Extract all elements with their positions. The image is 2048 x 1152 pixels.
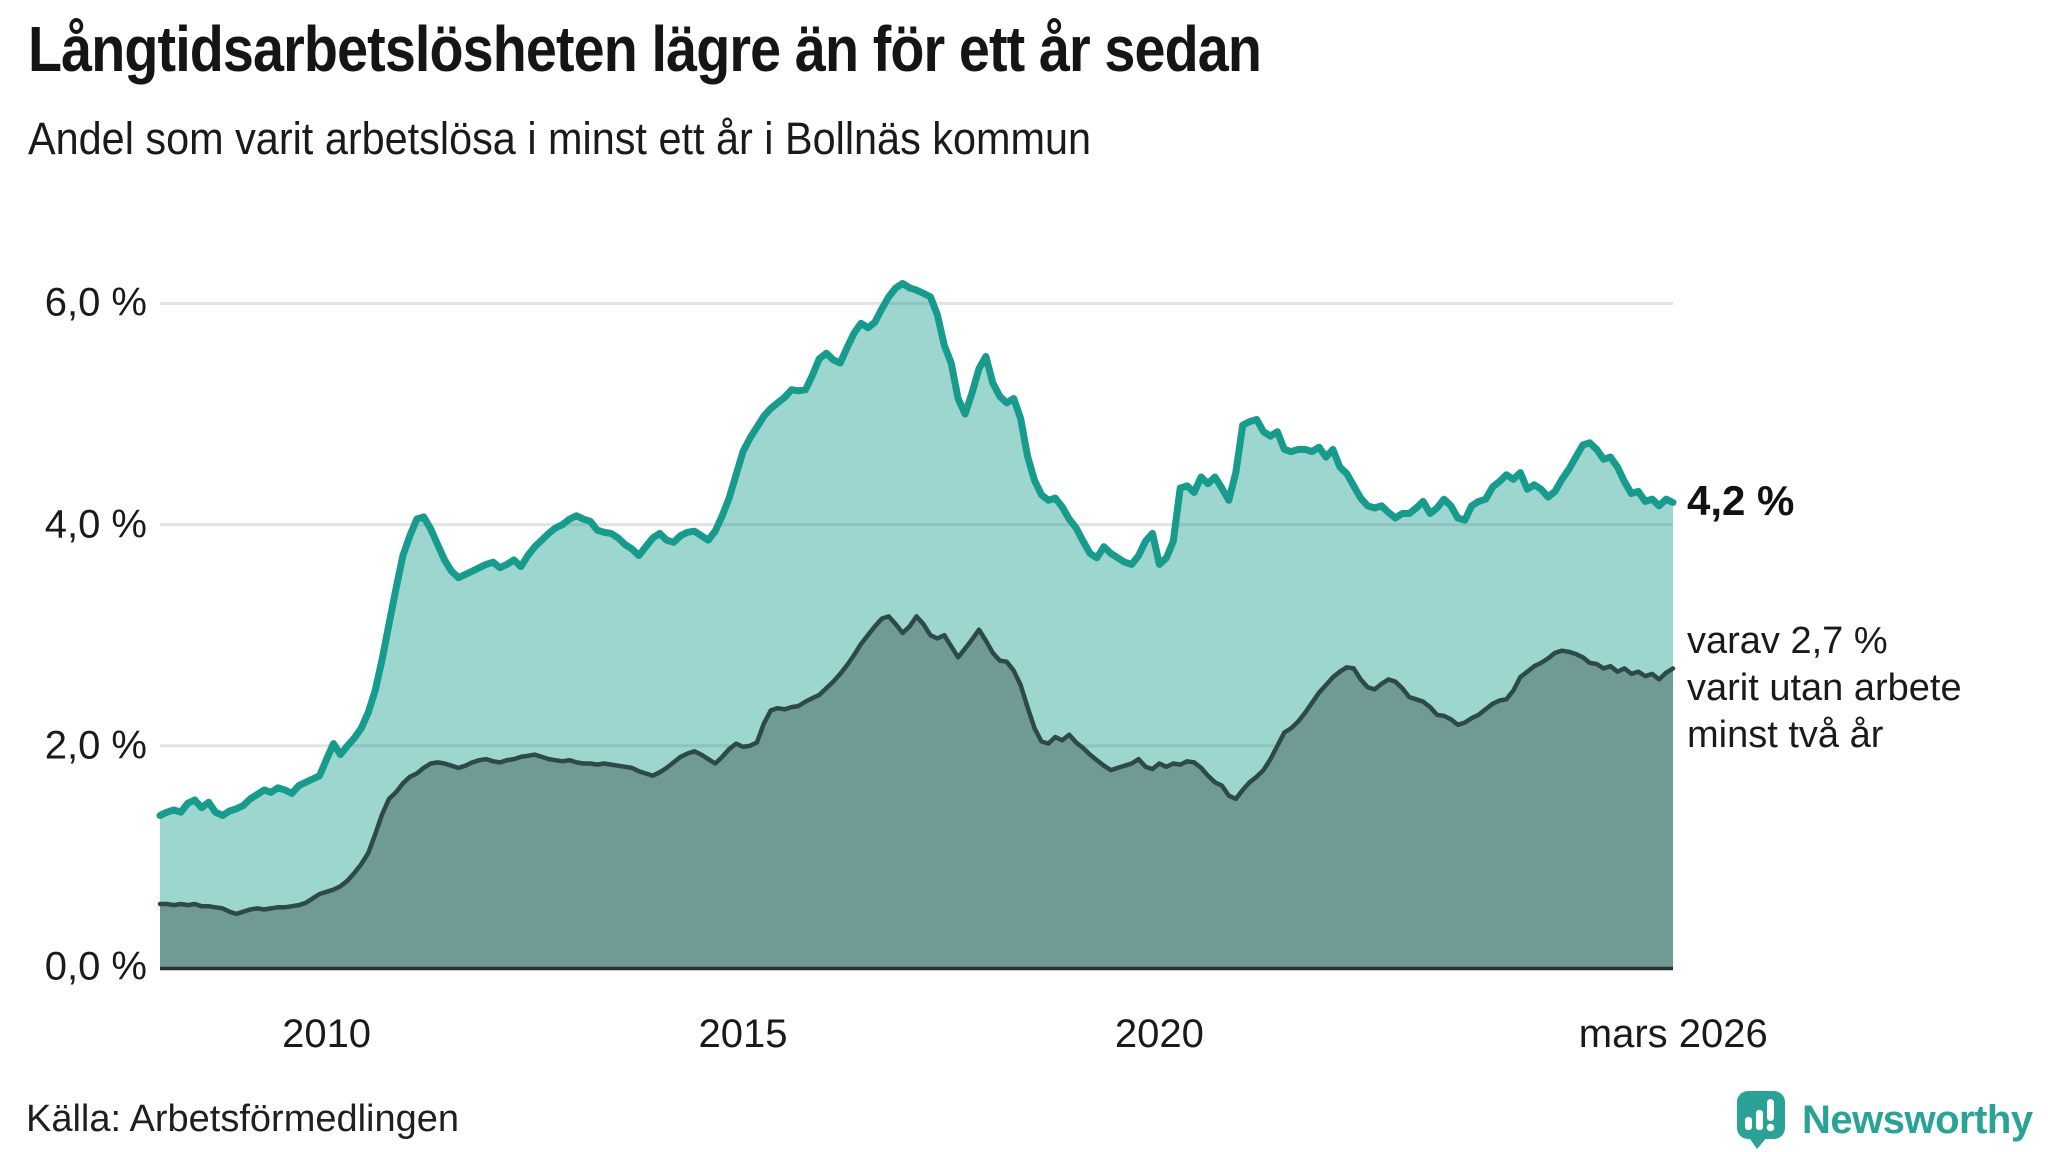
two-year-annotation-line2: varit utan arbete	[1687, 667, 1962, 710]
x-tick-2015: 2015	[698, 1012, 788, 1056]
source-note: Källa: Arbetsförmedlingen	[26, 1098, 460, 1140]
newsworthy-icon	[1737, 1091, 1785, 1149]
x-tick-2020: 2020	[1114, 1012, 1204, 1056]
chart-subtitle: Andel som varit arbetslösa i minst ett å…	[28, 113, 1092, 164]
y-tick-0: 0,0 %	[44, 944, 147, 989]
area-fill-min-two-years	[160, 616, 1673, 967]
two-year-annotation: varav 2,7 % varit utan arbete minst två …	[1687, 618, 1962, 759]
latest-value-text: 4,2 %	[1687, 477, 1795, 525]
page-title: Långtidsarbetslösheten lägre än för ett …	[28, 13, 1262, 85]
line-min-one-year	[156, 280, 1677, 819]
newsworthy-logo: Newsworthy	[1736, 1090, 2033, 1150]
line-min-two-years	[157, 614, 1676, 917]
x-tick-2010: 2010	[282, 1012, 372, 1056]
two-year-annotation-line1: varav 2,7 %	[1687, 620, 1888, 663]
x-tick-mars-2026: mars 2026	[1578, 1012, 1768, 1056]
y-tick-2: 2,0 %	[44, 723, 147, 768]
y-tick-6: 6,0 %	[44, 280, 147, 325]
two-year-annotation-line3: minst två år	[1687, 714, 1884, 757]
latest-value-label: 4,2 %	[1687, 476, 1794, 526]
newsworthy-wordmark: Newsworthy	[1802, 1097, 2033, 1142]
y-tick-4: 4,0 %	[44, 502, 147, 547]
